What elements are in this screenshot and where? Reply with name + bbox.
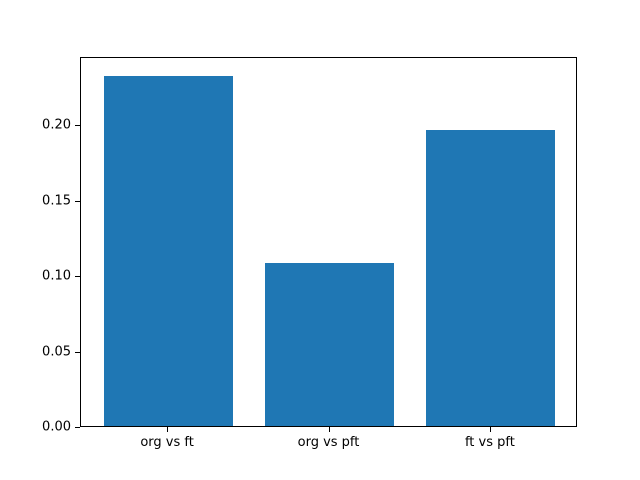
x-tick-label-ft-vs-pft: ft vs pft bbox=[464, 435, 515, 450]
plot-area bbox=[80, 57, 577, 427]
bar-org-vs-ft bbox=[103, 75, 233, 426]
x-tick-label-org-vs-pft: org vs pft bbox=[297, 435, 360, 450]
x-tick-label-org-vs-ft: org vs ft bbox=[140, 435, 194, 450]
y-tick-mark bbox=[75, 427, 80, 428]
y-tick-mark bbox=[75, 200, 80, 202]
x-tick-mark bbox=[328, 427, 330, 432]
y-tick-label: 0.20 bbox=[42, 117, 71, 133]
x-tick-mark bbox=[167, 427, 169, 432]
y-tick-mark bbox=[75, 351, 80, 353]
y-tick-mark bbox=[75, 276, 80, 277]
y-tick-mark bbox=[75, 125, 80, 126]
y-tick-label: 0.10 bbox=[42, 268, 71, 284]
bar-ft-vs-pft bbox=[426, 130, 556, 426]
y-tick-label: 0.15 bbox=[42, 193, 71, 208]
bar-org-vs-pft bbox=[265, 262, 395, 426]
x-tick-mark bbox=[489, 427, 491, 432]
y-tick-label: 0.00 bbox=[42, 419, 71, 435]
y-tick-label: 0.05 bbox=[42, 344, 71, 359]
